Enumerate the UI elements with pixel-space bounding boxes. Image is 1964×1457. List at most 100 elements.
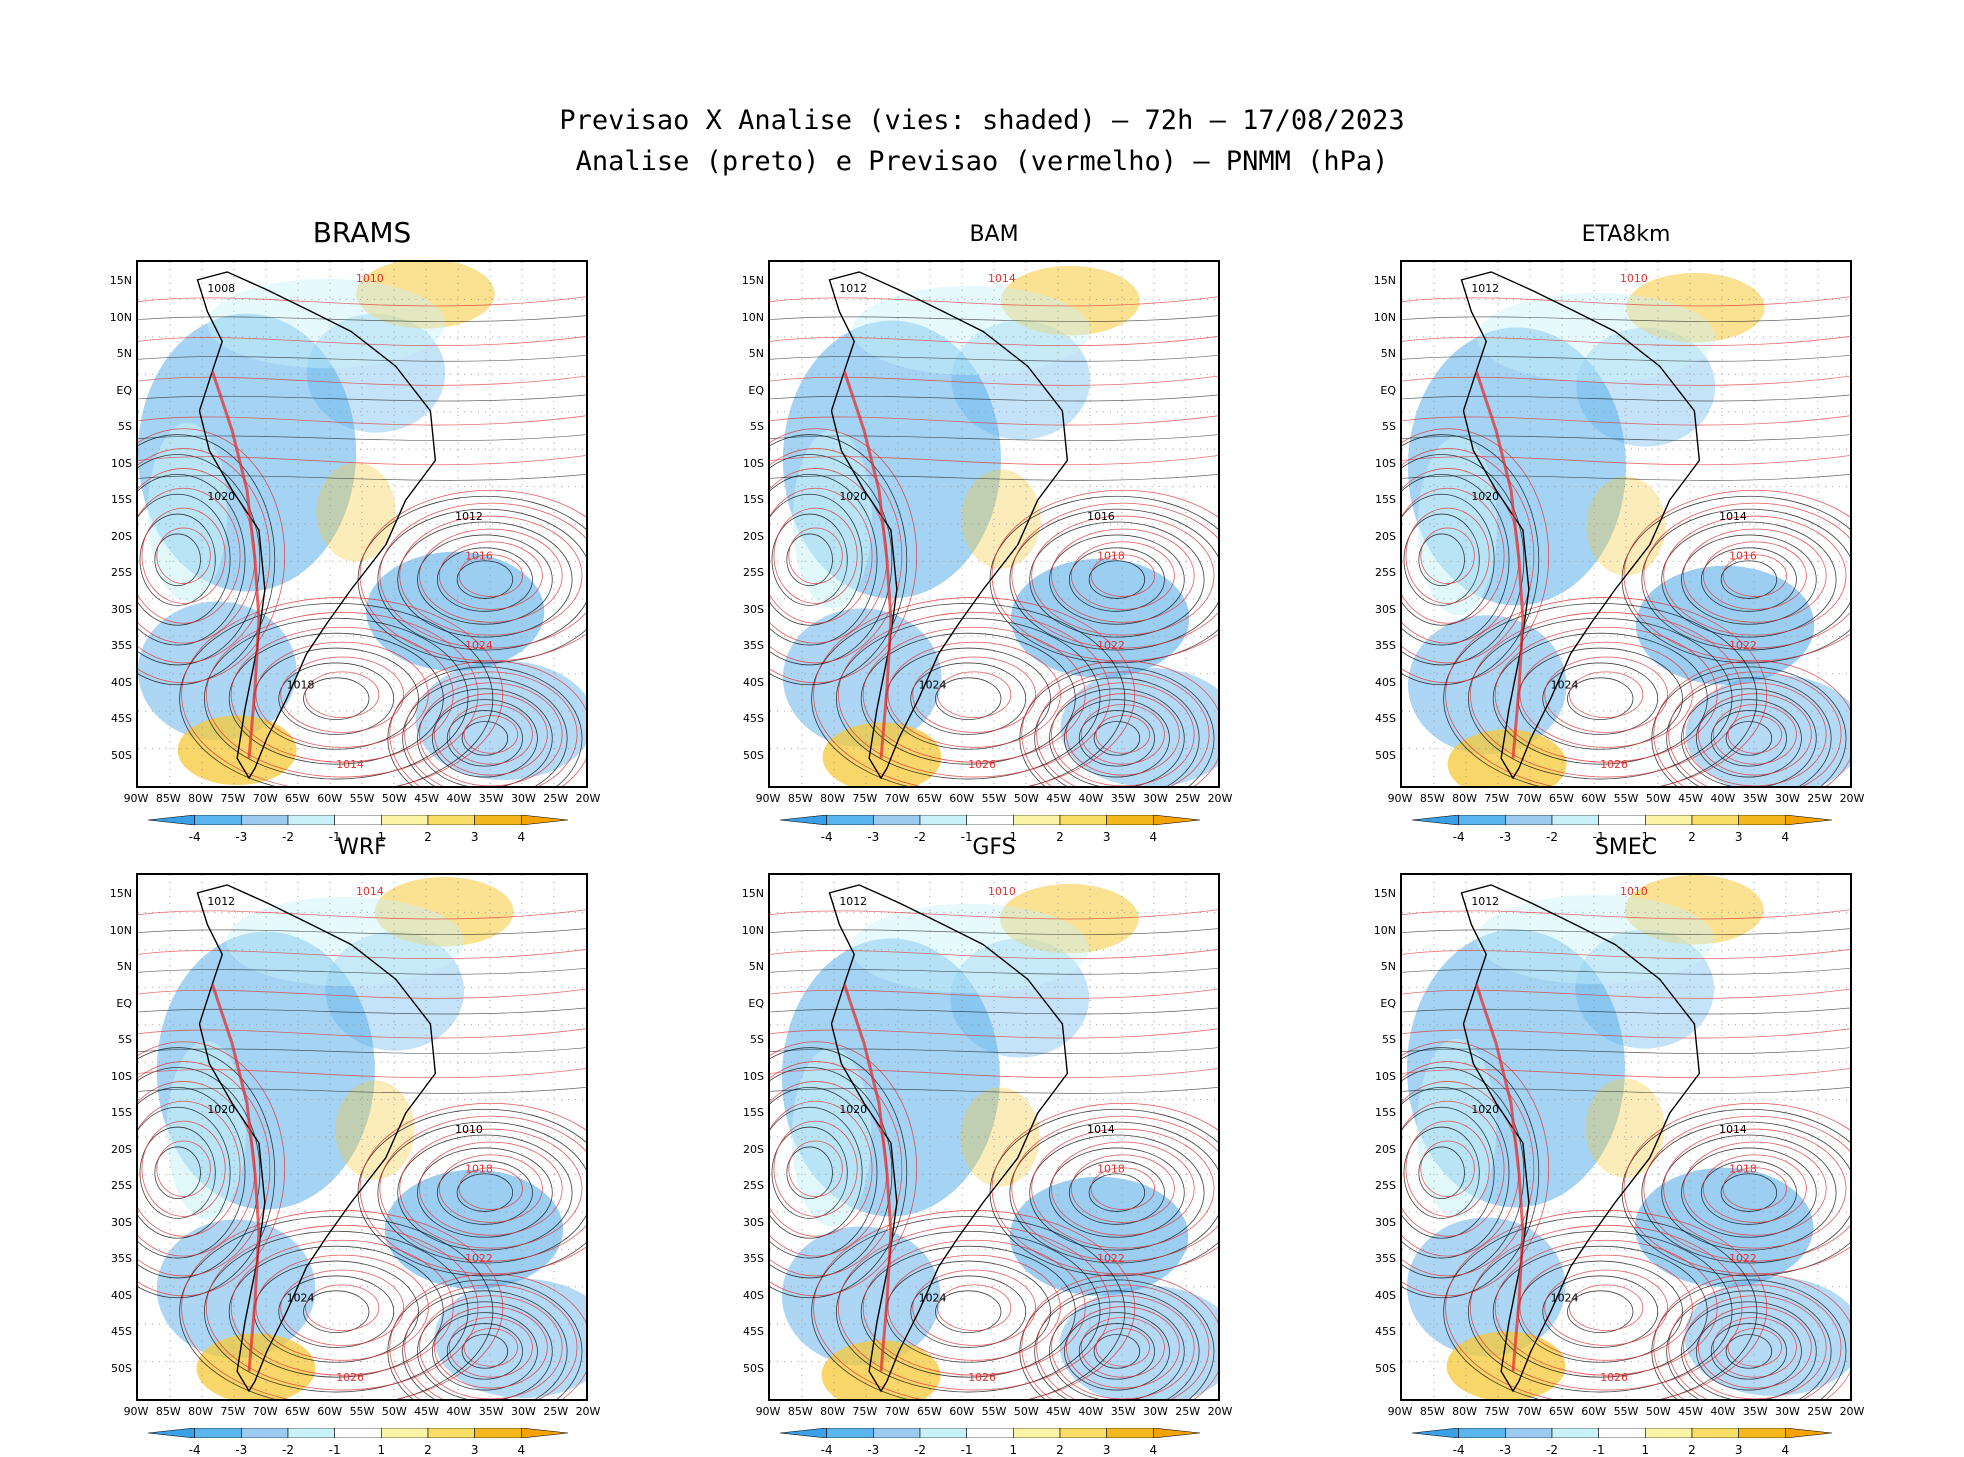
andes-isobar-cluster bbox=[210, 370, 261, 759]
map-area: 1008 1010 1012 1016 1020 1024 1018 1014 bbox=[136, 260, 588, 788]
colorbar-segment bbox=[1106, 815, 1154, 825]
forecast-isobar bbox=[138, 1061, 271, 1277]
panel-gfs: GFS 1012 1010 1014 1018 1020 1022 1024 1026 15N 10… bbox=[632, 835, 1233, 1457]
forecast-isobar bbox=[770, 949, 1218, 960]
contour-label: 1018 bbox=[1729, 1163, 1757, 1176]
contour-label: 1012 bbox=[1471, 895, 1499, 908]
contour-label: 1024 bbox=[919, 1292, 947, 1305]
lon-tick-label: 55W bbox=[349, 792, 375, 805]
forecast-isobar bbox=[399, 515, 583, 636]
lat-tick-label: 40S bbox=[743, 1288, 764, 1302]
lat-tick-label: 10N bbox=[741, 923, 764, 937]
analysis-isobar bbox=[1402, 434, 1540, 686]
forecast-isobar bbox=[770, 415, 1218, 426]
lat-tick-label: 35S bbox=[743, 639, 764, 652]
bias-shading bbox=[1575, 929, 1715, 1049]
colorbar-segment bbox=[381, 815, 429, 825]
figure-title-line2: Analise (preto) e Previsao (vermelho) – … bbox=[575, 146, 1389, 177]
analysis-isobar bbox=[770, 1007, 1218, 1015]
lon-tick-label: 35W bbox=[1110, 792, 1136, 805]
analysis-isobar bbox=[1700, 547, 1797, 612]
colorbar-segment bbox=[1691, 815, 1739, 825]
lat-tick-label: 45S bbox=[111, 1325, 132, 1338]
lat-tick-label: 20S bbox=[111, 1142, 132, 1156]
contour-label: 1024 bbox=[919, 679, 947, 692]
analysis-isobar bbox=[1492, 1245, 1708, 1378]
forecast-isobar bbox=[1402, 1068, 1850, 1079]
colorbar-segment bbox=[1013, 815, 1061, 825]
colorbar-segment bbox=[1598, 815, 1646, 825]
analysis-isobar bbox=[770, 1087, 878, 1259]
forecast-isobar bbox=[379, 502, 586, 649]
analysis-isobar bbox=[1402, 315, 1850, 322]
bias-shading bbox=[374, 876, 514, 947]
analysis-isobar bbox=[1402, 1047, 1850, 1055]
lon-tick-label: 75W bbox=[1484, 1405, 1510, 1418]
analysis-isobar bbox=[1068, 547, 1165, 612]
lon-tick-label: 25W bbox=[1807, 792, 1833, 805]
colorbar-segment bbox=[919, 815, 967, 825]
contour-label: 1018 bbox=[465, 1163, 493, 1176]
analysis-isobar bbox=[1666, 677, 1832, 786]
lon-tick-label: 70W bbox=[884, 1405, 910, 1418]
analysis-isobar bbox=[402, 1290, 568, 1399]
forecast-isobar bbox=[1420, 1140, 1475, 1197]
bias-shading bbox=[1684, 1276, 1850, 1397]
colorbar-segment bbox=[1598, 1428, 1646, 1438]
colorbar-segment bbox=[1505, 815, 1553, 825]
lon-tick-label: 70W bbox=[252, 792, 278, 805]
lon-tick-label: 45W bbox=[1046, 792, 1071, 805]
forecast-isobar bbox=[141, 507, 226, 604]
forecast-isobar bbox=[770, 1100, 873, 1237]
lon-tick-label: 30W bbox=[1774, 1405, 1800, 1418]
contour-label: 1016 bbox=[1729, 550, 1757, 563]
analysis-isobar bbox=[1402, 928, 1850, 935]
contour-label: 1010 bbox=[455, 1123, 483, 1136]
forecast-isobar bbox=[1519, 1254, 1693, 1361]
map-svg: 1012 1014 1010 1018 1020 1022 1024 1026 bbox=[138, 875, 586, 1399]
forecast-isobar bbox=[138, 336, 586, 347]
analysis-isobar bbox=[1402, 493, 1495, 626]
forecast-isobar bbox=[230, 1239, 454, 1376]
analysis-isobar bbox=[138, 1087, 586, 1094]
forecast-isobar bbox=[438, 541, 543, 610]
analysis-isobar bbox=[417, 534, 553, 625]
colorbar-label: 4 bbox=[517, 1443, 526, 1457]
lon-tick-label: 70W bbox=[1516, 792, 1542, 805]
forecast-isobar bbox=[937, 671, 1012, 718]
forecast-isobar bbox=[138, 296, 586, 307]
lon-tick-label: 40W bbox=[1710, 1405, 1736, 1418]
forecast-isobar bbox=[138, 455, 586, 466]
bias-shading bbox=[1685, 674, 1850, 786]
lat-tick-label: 50S bbox=[1375, 748, 1396, 762]
panel-wrf: WRF 1012 1014 1010 1018 1020 1022 1024 1026 15N 10… bbox=[0, 835, 601, 1457]
colorbar-segment bbox=[1013, 1428, 1061, 1438]
analysis-isobar bbox=[1402, 474, 1510, 646]
forecast-isobar bbox=[770, 988, 1218, 999]
analysis-isobar bbox=[1700, 1160, 1797, 1225]
lat-tick-label: 30S bbox=[111, 602, 132, 616]
forecast-isobar bbox=[770, 909, 1218, 920]
lon-tick-label: 30W bbox=[1142, 1405, 1168, 1418]
analysis-isobar bbox=[1710, 710, 1787, 767]
colorbar-segment bbox=[194, 815, 242, 825]
colorbar-label: -1 bbox=[1592, 1443, 1605, 1457]
analysis-isobar bbox=[138, 1007, 586, 1015]
forecast-isobar bbox=[1031, 1128, 1215, 1249]
forecast-isobar bbox=[255, 1254, 429, 1361]
analysis-isobar bbox=[1725, 1334, 1773, 1369]
lon-tick-label: 20W bbox=[575, 792, 601, 805]
analysis-isobar bbox=[204, 617, 469, 780]
forecast-isobar bbox=[770, 448, 903, 664]
contour-label: 1014 bbox=[1719, 510, 1747, 523]
analysis-isobar bbox=[771, 1126, 848, 1219]
lat-tick-label: 10S bbox=[743, 1069, 764, 1083]
forecast-isobar bbox=[770, 455, 1218, 466]
lon-tick-label: 55W bbox=[349, 1405, 375, 1418]
lon-tick-label: 60W bbox=[949, 1405, 975, 1418]
lon-tick-label: 35W bbox=[1742, 792, 1768, 805]
analysis-isobar bbox=[138, 928, 586, 935]
analysis-isobar bbox=[770, 1087, 1218, 1094]
analysis-isobar bbox=[461, 1334, 509, 1369]
contour-label: 1022 bbox=[1729, 1252, 1757, 1265]
